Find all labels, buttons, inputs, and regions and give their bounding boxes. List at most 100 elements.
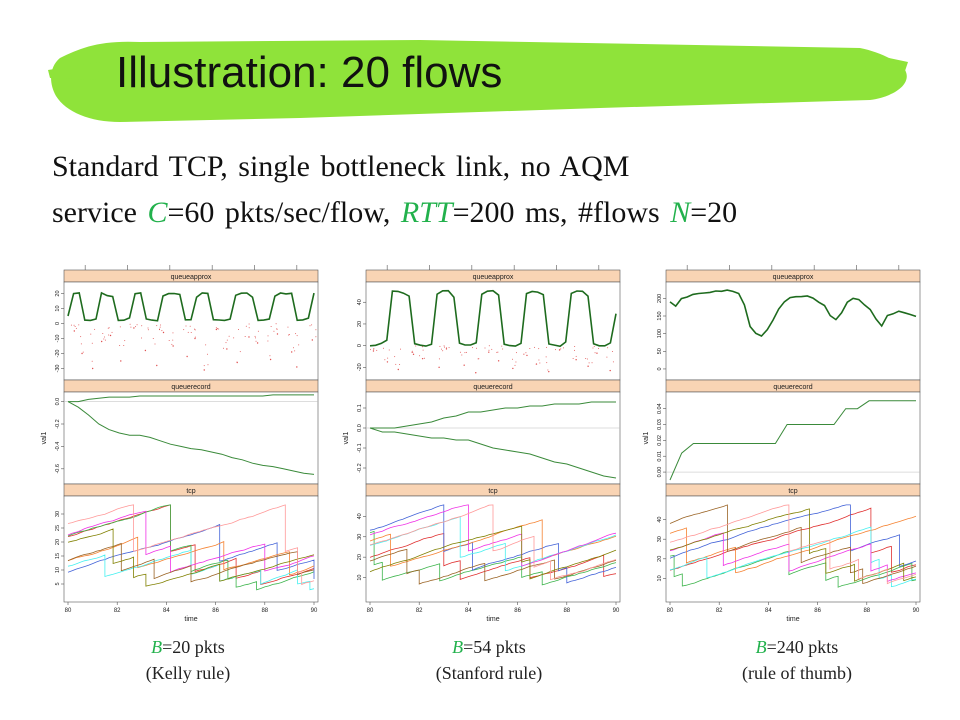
scatter-point — [236, 361, 238, 363]
scatter-point — [373, 347, 375, 349]
series-line — [67, 291, 315, 322]
scatter-point — [228, 335, 230, 337]
x-tick-label: 90 — [613, 608, 620, 614]
subtitle-line1: Standard TCP, single bottleneck link, no… — [52, 150, 630, 183]
scatter-point — [203, 365, 205, 367]
scatter-point — [586, 358, 588, 360]
scatter-point — [515, 361, 517, 363]
scatter-point — [534, 346, 536, 348]
scatter-point — [270, 326, 272, 328]
y-tick-label: 30 — [357, 534, 363, 540]
scatter-point — [185, 325, 187, 327]
scatter-point — [515, 352, 517, 354]
scatter-point — [382, 347, 384, 349]
series-line — [369, 289, 617, 348]
panel-strip-label: tcp — [788, 488, 797, 495]
scatter-point — [162, 331, 165, 334]
scatter-point — [226, 339, 228, 341]
scatter-point — [133, 327, 135, 329]
y-tick-label: 20 — [55, 539, 61, 545]
scatter-point — [130, 326, 132, 328]
scatter-point — [512, 358, 514, 360]
subtitle-text: =60 pkts/sec/flow, — [167, 196, 401, 229]
var-rtt: RTT — [400, 196, 453, 229]
scatter-point — [233, 337, 235, 339]
scatter-point — [529, 347, 531, 349]
scatter-point — [394, 356, 396, 358]
scatter-point — [156, 364, 158, 367]
scatter-point — [248, 323, 250, 325]
scatter-point — [555, 349, 557, 351]
scatter-point — [276, 333, 279, 335]
scatter-point — [276, 328, 278, 330]
scatter-point — [293, 347, 295, 349]
panel-frame — [665, 281, 921, 381]
scatter-point — [295, 333, 297, 335]
banner-stroke-tail-left — [48, 62, 100, 80]
scatter-point — [147, 329, 149, 331]
y-tick-label: 0.01 — [657, 451, 663, 462]
scatter-point — [226, 348, 228, 350]
scatter-point — [81, 352, 83, 355]
scatter-point — [218, 328, 220, 330]
x-tick-label: 82 — [416, 608, 423, 614]
scatter-point — [422, 349, 424, 351]
caption-value: =20 pkts — [162, 637, 225, 657]
scatter-point — [273, 330, 275, 332]
y-tick-label: 0.04 — [657, 403, 663, 414]
y-tick-label: 50 — [657, 348, 663, 354]
scatter-point — [104, 336, 106, 338]
scatter-point — [464, 352, 466, 354]
y-tick-label: -0.6 — [55, 464, 61, 473]
scatter-point — [124, 340, 126, 342]
scatter-point — [369, 349, 371, 351]
y-tick-label: 20 — [657, 556, 663, 562]
caption-rule: (Stanford rule) — [435, 663, 543, 683]
scatter-point — [607, 347, 609, 349]
series-line — [67, 401, 315, 475]
tcp-trace — [669, 550, 917, 588]
scatter-point — [525, 352, 527, 354]
y-tick-label: 0.0 — [55, 398, 61, 406]
scatter-point — [547, 369, 549, 371]
panel-strip-label: queueapprox — [171, 274, 212, 281]
panel-strip-label: tcp — [186, 488, 195, 495]
scatter-point — [412, 353, 415, 356]
scatter-point — [575, 355, 577, 357]
scatter-point — [75, 327, 77, 329]
scatter-point — [171, 343, 173, 345]
var-n: N — [670, 196, 691, 229]
scatter-point — [183, 329, 185, 331]
scatter-point — [384, 359, 386, 361]
scatter-point — [194, 328, 196, 330]
y-tick-label: 0.1 — [357, 404, 363, 412]
slide-title: Illustration: 20 flows — [116, 48, 503, 97]
subtitle-text: =20 — [690, 196, 738, 229]
y-axis-label: val1 — [643, 431, 650, 444]
scatter-point — [100, 340, 103, 343]
scatter-point — [80, 343, 82, 345]
scatter-point — [560, 348, 562, 350]
scatter-point — [186, 355, 188, 358]
tcp-trace — [67, 528, 315, 587]
x-tick-label: 90 — [311, 608, 318, 614]
scatter-point — [159, 326, 161, 328]
scatter-point — [438, 358, 440, 360]
scatter-point — [421, 357, 424, 360]
chart-b240: queueapprox 0 50 100 150 200 queuerecord 0.00 0.… — [640, 262, 926, 624]
scatter-point — [108, 334, 110, 336]
scatter-point — [190, 332, 192, 334]
scatter-point — [442, 350, 444, 352]
scatter-point — [189, 325, 191, 327]
y-tick-label: 10 — [55, 305, 61, 311]
scatter-point — [594, 352, 596, 354]
subtitle-text: =200 ms, #flows — [452, 196, 671, 229]
scatter-point — [225, 342, 227, 344]
y-tick-label: -0.2 — [55, 419, 61, 428]
caption-rule: (Kelly rule) — [145, 663, 231, 683]
scatter-point — [107, 327, 109, 329]
scatter-point — [596, 352, 598, 354]
scatter-point — [572, 358, 574, 360]
series-line — [68, 394, 314, 403]
scatter-point — [539, 362, 541, 364]
